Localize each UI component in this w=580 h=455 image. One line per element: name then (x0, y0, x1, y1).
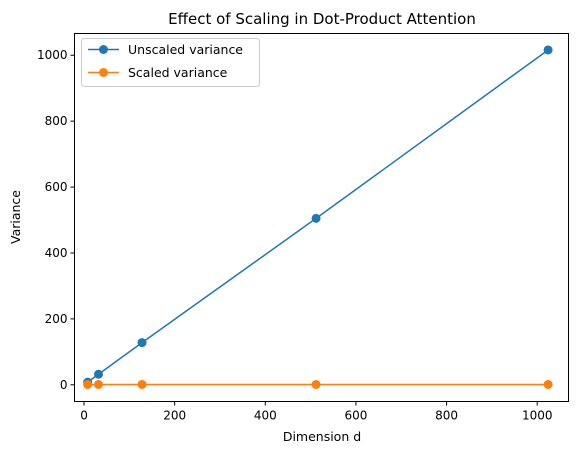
y-axis: 0 200 400 600 800 1000 (37, 48, 75, 392)
data-point-scaled-variance (311, 379, 321, 389)
legend-box (81, 38, 260, 87)
legend: Unscaled variance Scaled variance (81, 38, 260, 87)
y-tick-label: 0 (60, 378, 68, 392)
legend-marker-unscaled (99, 45, 108, 54)
y-tick-label: 600 (45, 180, 68, 194)
data-point-scaled-variance (543, 379, 553, 389)
y-axis-label: Variance (8, 190, 23, 244)
y-tick-label: 200 (45, 312, 68, 326)
x-axis-label: Dimension d (283, 429, 361, 444)
series-group (83, 45, 553, 389)
x-tick-label: 400 (254, 409, 277, 423)
data-point-unscaled-variance (543, 45, 553, 55)
x-tick-label: 0 (80, 409, 88, 423)
chart-title: Effect of Scaling in Dot-Product Attenti… (168, 10, 476, 28)
x-tick-label: 1000 (522, 409, 553, 423)
legend-label-scaled: Scaled variance (128, 65, 228, 80)
legend-label-unscaled: Unscaled variance (128, 42, 243, 57)
data-point-unscaled-variance (94, 369, 104, 379)
data-point-unscaled-variance (137, 338, 147, 348)
plot-frame (74, 33, 569, 402)
y-tick-label: 1000 (37, 48, 68, 62)
y-tick-label: 800 (45, 114, 68, 128)
x-axis: 0 200 400 600 800 1000 (80, 401, 553, 423)
x-tick-label: 800 (435, 409, 458, 423)
data-point-unscaled-variance (311, 213, 321, 223)
data-point-scaled-variance (137, 379, 147, 389)
legend-marker-scaled (99, 68, 108, 77)
data-point-scaled-variance (83, 379, 93, 389)
y-tick-label: 400 (45, 246, 68, 260)
x-tick-label: 200 (163, 409, 186, 423)
x-tick-label: 600 (344, 409, 367, 423)
plot-area (74, 33, 569, 402)
data-point-scaled-variance (94, 379, 104, 389)
